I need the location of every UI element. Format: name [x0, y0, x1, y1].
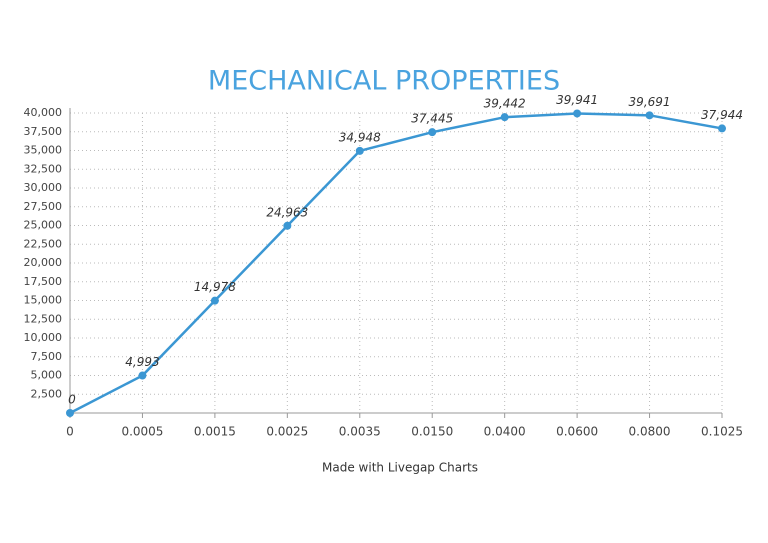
caption: Made with Livegap Charts	[322, 461, 478, 475]
chart-title: MECHANICAL PROPERTIES	[208, 66, 560, 97]
point	[428, 128, 437, 137]
data-label: 0	[68, 393, 76, 407]
y-tick-label: 7,500	[31, 350, 63, 363]
y-tick-label: 17,500	[24, 275, 63, 288]
point	[138, 371, 147, 380]
y-tick-label: 25,000	[24, 219, 63, 232]
x-tick-label: 0	[66, 425, 74, 439]
x-tick-label: 0.0005	[121, 425, 163, 439]
x-tick-label: 0.1025	[701, 425, 743, 439]
x-tick-label: 0.0150	[411, 425, 453, 439]
y-tick-label: 2,500	[31, 387, 63, 400]
y-tick-label: 27,500	[24, 200, 63, 213]
y-tick-label: 5,000	[31, 369, 63, 382]
y-tick-label: 22,500	[24, 237, 63, 250]
data-label: 39,442	[484, 97, 526, 111]
x-tick-label: 0.0800	[629, 425, 671, 439]
data-label: 14,978	[194, 280, 236, 294]
data-label: 24,963	[266, 205, 308, 219]
point	[645, 111, 654, 120]
point	[573, 109, 582, 118]
point	[500, 113, 509, 122]
data-label: 37,944	[701, 108, 743, 122]
data-label: 39,691	[629, 95, 671, 109]
line	[69, 112, 723, 415]
y-tick-label: 10,000	[24, 331, 63, 344]
point	[718, 124, 726, 133]
y-tick-label: 20,000	[24, 256, 63, 269]
point	[210, 296, 219, 305]
data-label: 4,993	[125, 355, 159, 369]
y-tick-label: 40,000	[24, 106, 63, 119]
y-tick-label: 32,500	[24, 162, 63, 175]
x-tick-label: 0.0025	[266, 425, 308, 439]
point	[66, 409, 74, 417]
data-label: 39,941	[556, 93, 598, 107]
x-tick-label: 0.0400	[484, 425, 526, 439]
x-tick-label: 0.0600	[556, 425, 598, 439]
y-tick-label: 12,500	[24, 312, 63, 325]
data-label: 37,445	[411, 112, 453, 126]
x-tick-label: 0.0035	[339, 425, 381, 439]
y-tick-label: 35,000	[24, 144, 63, 157]
y-tick-label: 30,000	[24, 181, 63, 194]
x-tick-label: 0.0015	[194, 425, 236, 439]
y-tick-label: 37,500	[24, 125, 63, 138]
point	[283, 221, 292, 230]
point	[355, 146, 364, 155]
y-tick-label: 15,000	[24, 294, 63, 307]
data-label: 34,948	[339, 130, 381, 144]
